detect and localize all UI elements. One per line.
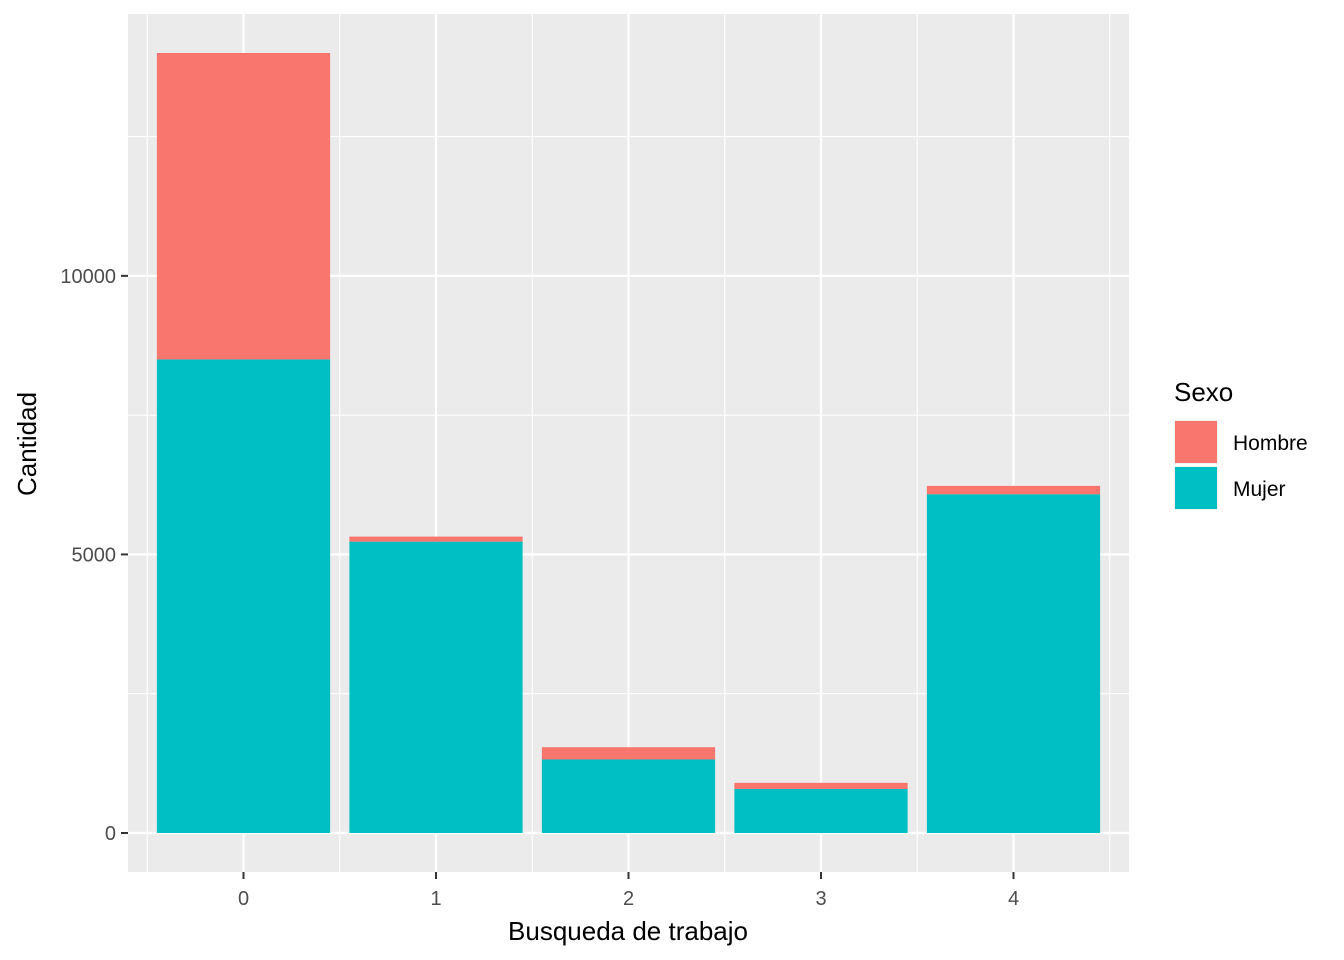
x-axis: 0 1 2 3 4 (238, 872, 1019, 910)
bar-hombre-2 (541, 747, 716, 760)
bars (156, 53, 1101, 833)
legend: Sexo Hombre Mujer (1174, 377, 1308, 510)
bar-hombre-1 (349, 536, 523, 542)
legend-key-mujer (1175, 467, 1217, 509)
y-axis: 0 5000 10000 (60, 266, 128, 845)
bar-hombre-0 (156, 53, 331, 360)
x-tick-label: 3 (815, 888, 826, 910)
legend-label-hombre: Hombre (1233, 432, 1308, 455)
bar-mujer-4 (926, 494, 1101, 833)
y-tick-label: 10000 (60, 266, 116, 288)
legend-key-hombre (1175, 421, 1217, 463)
y-tick-label: 5000 (72, 544, 117, 566)
bar-mujer-3 (734, 788, 908, 833)
x-tick-label: 2 (623, 888, 634, 910)
x-tick-label: 1 (430, 888, 441, 910)
bar-hombre-3 (734, 782, 908, 789)
x-axis-title: Busqueda de trabajo (508, 916, 748, 946)
y-axis-title: Cantidad (12, 392, 42, 496)
bar-mujer-2 (541, 759, 716, 833)
bar-mujer-0 (156, 359, 331, 833)
x-tick-label: 0 (238, 888, 249, 910)
legend-label-mujer: Mujer (1233, 478, 1286, 501)
x-tick-label: 4 (1008, 888, 1019, 910)
bar-hombre-4 (926, 485, 1101, 495)
bar-mujer-1 (349, 541, 523, 833)
legend-title: Sexo (1174, 377, 1233, 407)
y-tick-label: 0 (105, 823, 116, 845)
